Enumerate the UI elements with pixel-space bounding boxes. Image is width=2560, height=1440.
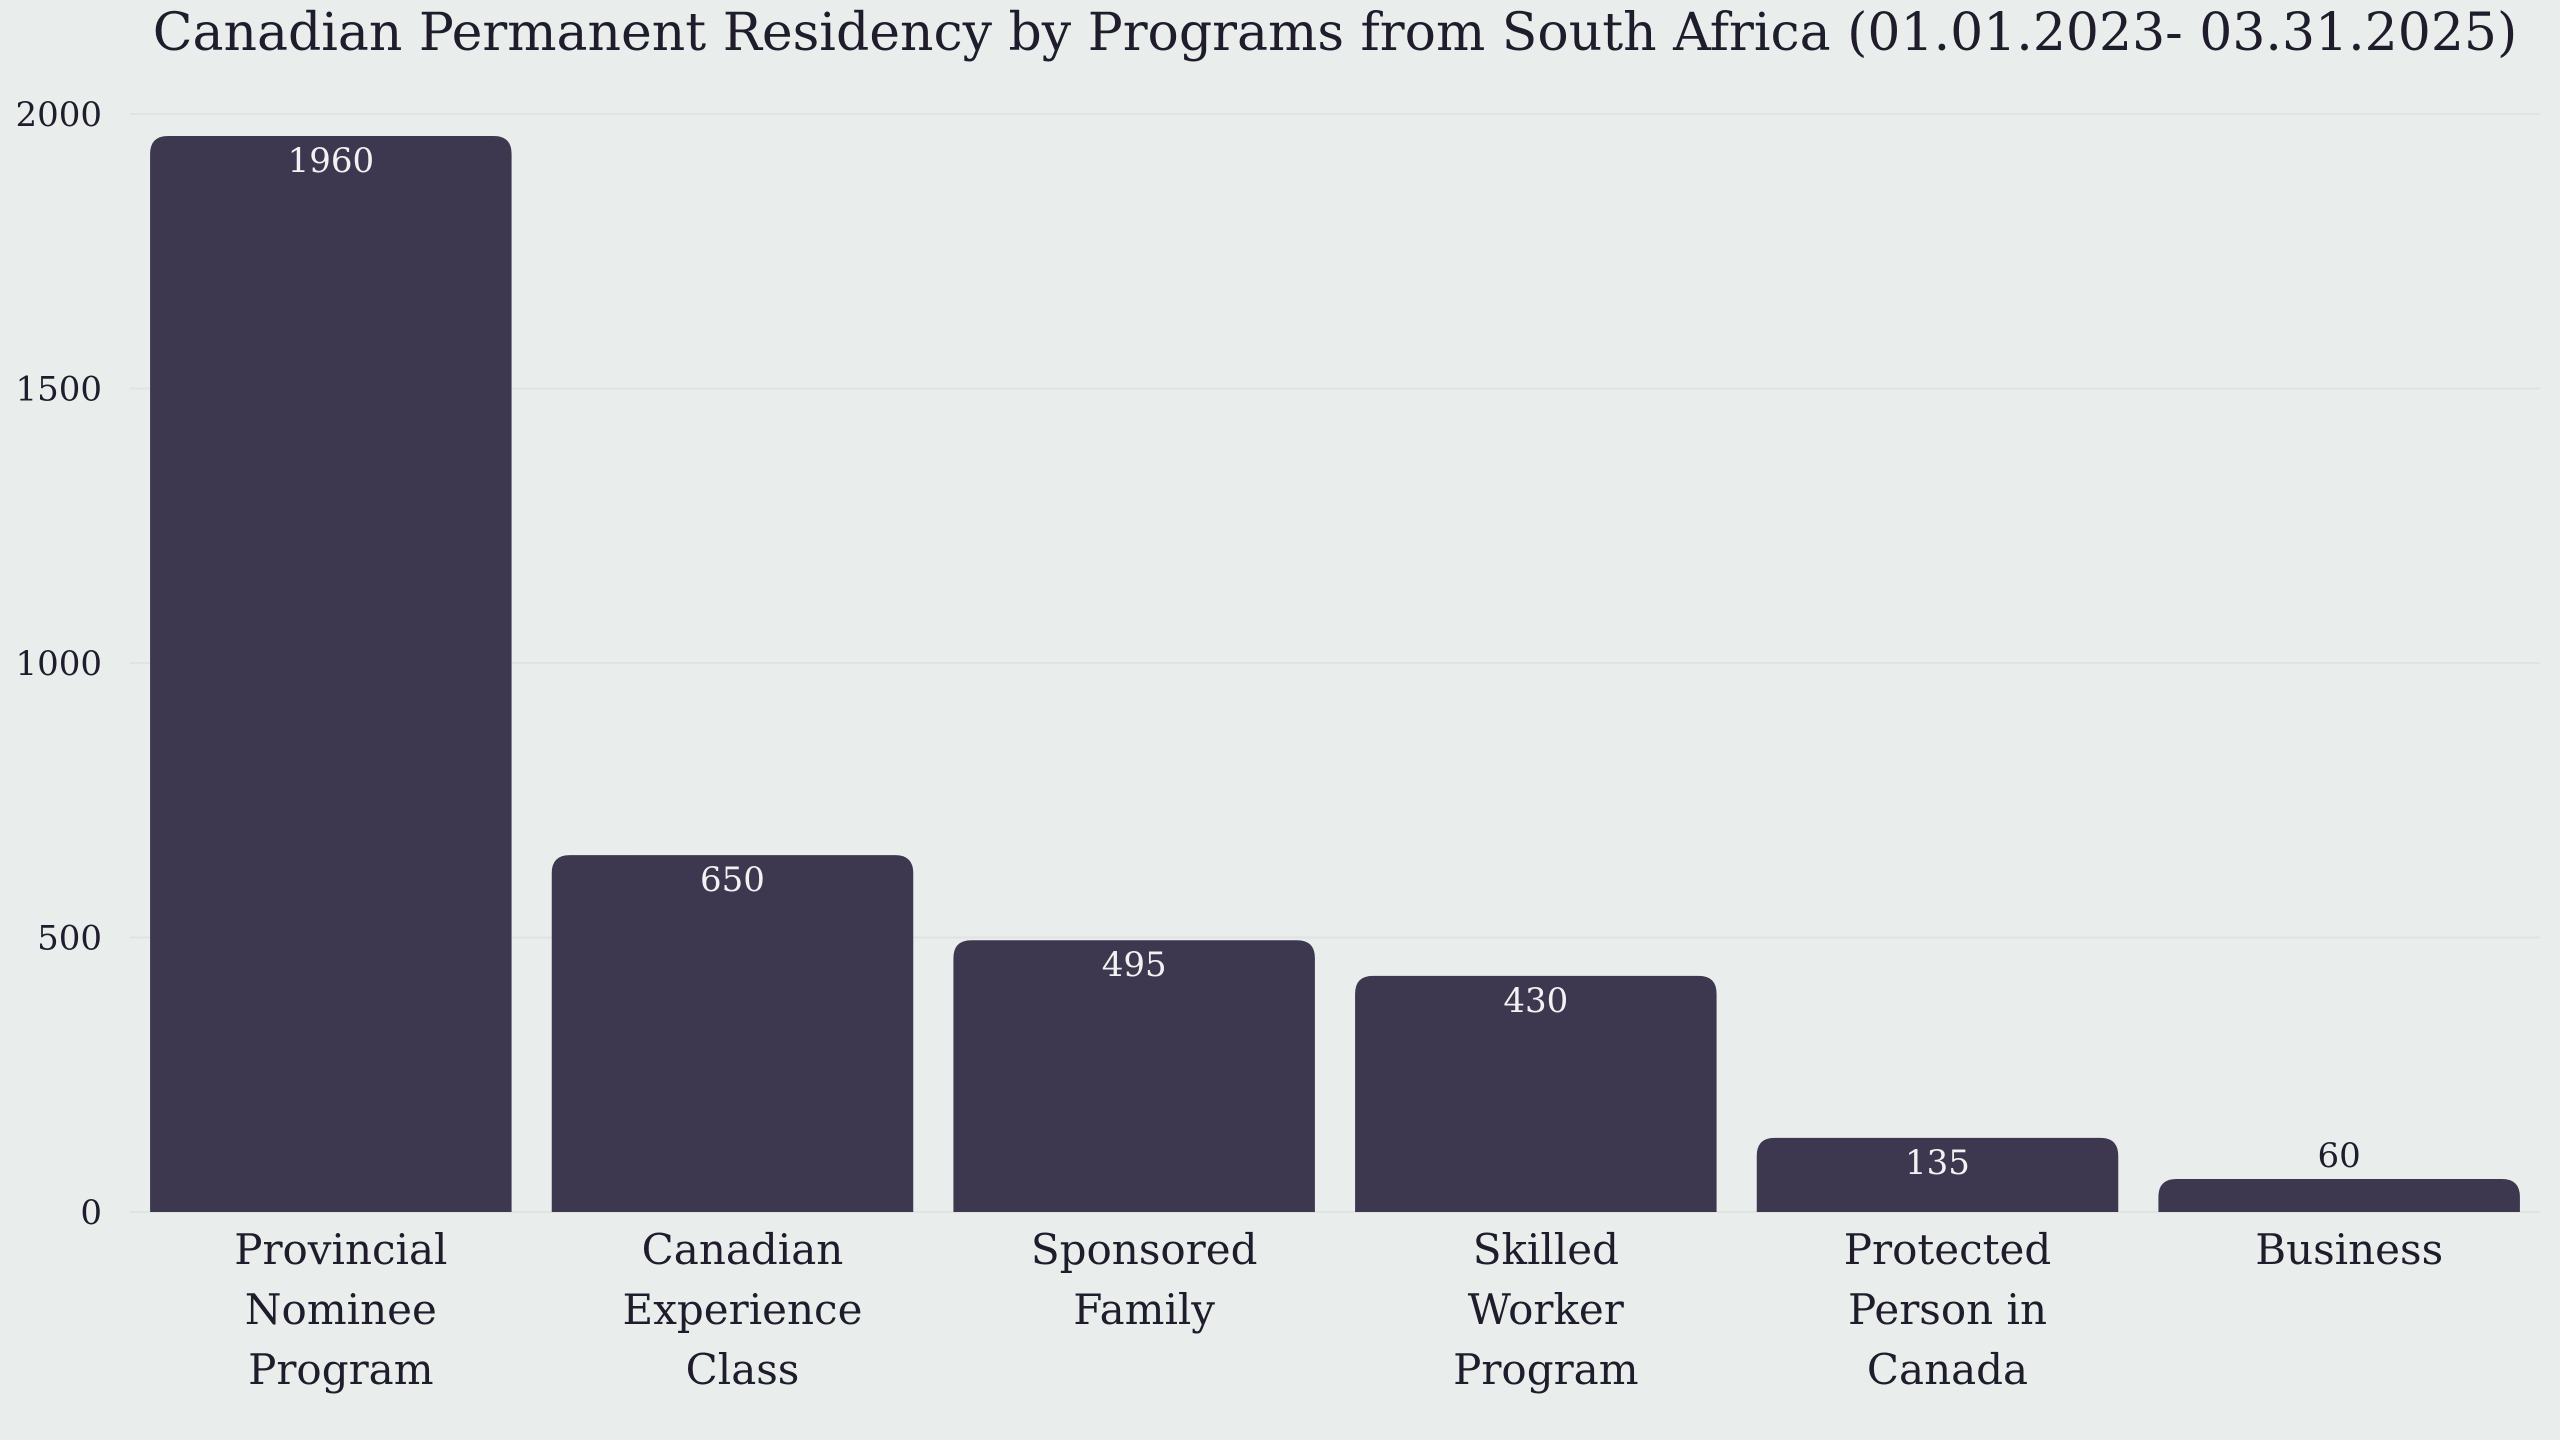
data-label: 1960 [288, 141, 375, 181]
bar [1355, 975, 1717, 1212]
data-label: 430 [1503, 981, 1568, 1021]
x-tick-label-line: Program [1453, 1345, 1638, 1394]
bar [953, 940, 1315, 1212]
x-axis-labels: Provincial Nominee Program Canadian Experien… [234, 1225, 2443, 1394]
x-tick-label-line: Person in [1848, 1285, 2047, 1334]
x-tick-label-line: Business [2255, 1225, 2443, 1274]
gridlines [130, 113, 2540, 1213]
x-tick-label-line: Class [686, 1345, 800, 1394]
x-tick-label-line: Experience [623, 1285, 863, 1334]
x-tick-label-line: Canada [1867, 1345, 2028, 1394]
y-tick-label: 500 [37, 919, 102, 959]
x-tick-label-line: Protected [1844, 1225, 2052, 1274]
bar [2158, 1179, 2520, 1212]
x-tick-label: Provincial Nominee Program [234, 1225, 447, 1394]
data-label: 60 [2318, 1136, 2361, 1176]
data-label: 495 [1102, 945, 1167, 985]
x-tick-label: Sponsored Family [1031, 1225, 1258, 1334]
y-tick-label: 1000 [15, 644, 102, 684]
y-tick-label: 0 [80, 1193, 102, 1233]
x-tick-label-line: Sponsored [1031, 1225, 1258, 1274]
x-tick-label: Skilled Worker Program [1453, 1225, 1638, 1394]
y-tick-label: 2000 [15, 95, 102, 135]
bars [150, 135, 2520, 1213]
data-label: 650 [700, 860, 765, 900]
bar [1756, 1137, 2119, 1212]
x-tick-label-line: Nominee [245, 1285, 437, 1334]
x-tick-label-line: Family [1073, 1285, 1215, 1334]
y-axis-ticks: 0 500 1000 1500 2000 [15, 95, 102, 1233]
y-tick-label: 1500 [15, 370, 102, 410]
x-tick-label: Business [2255, 1225, 2443, 1274]
x-tick-label-line: Provincial [234, 1225, 447, 1274]
bar [150, 135, 512, 1213]
bar [551, 855, 914, 1212]
x-tick-label: Protected Person in Canada [1844, 1225, 2052, 1394]
x-tick-label-line: Worker [1468, 1285, 1625, 1334]
value-labels: 1960 650 495 430 135 60 [288, 141, 2361, 1183]
data-label: 135 [1905, 1143, 1970, 1183]
x-tick-label: Canadian Experience Class [623, 1225, 863, 1394]
x-tick-label-line: Program [248, 1345, 433, 1394]
x-tick-label-line: Canadian [642, 1225, 844, 1274]
chart-title: Canadian Permanent Residency by Programs… [153, 3, 2518, 63]
x-tick-label-line: Skilled [1473, 1225, 1619, 1274]
